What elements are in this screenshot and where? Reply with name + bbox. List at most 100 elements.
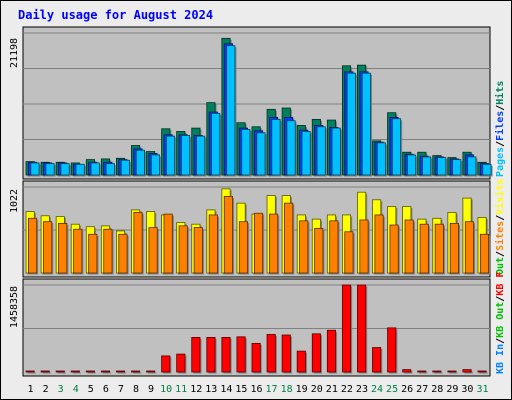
legend: Pages/Files/Hits [494, 81, 506, 177]
bar-sites [208, 214, 218, 274]
bar-kb-f [85, 370, 95, 373]
bar-pages [150, 154, 161, 176]
bar-kb-f [417, 370, 427, 373]
bar-pages [105, 163, 115, 176]
bar-shadow [57, 372, 66, 374]
legend-entry: Hits [494, 81, 506, 105]
x-tick-label: 14 [220, 384, 232, 395]
bar-kb-f [191, 336, 201, 373]
bar-shadow [87, 372, 97, 374]
bar-sites [479, 233, 490, 274]
x-tick-label: 5 [88, 384, 94, 395]
bar-pages [75, 163, 85, 176]
x-tick-label: 16 [250, 384, 262, 395]
bar-sites [238, 221, 249, 274]
bar-shadow [27, 372, 36, 374]
bar-kb-f [341, 284, 352, 373]
x-tick-label: 26 [401, 384, 413, 395]
x-tick-label: 11 [175, 384, 187, 395]
y-max-label: 21198 [9, 38, 20, 68]
x-tick-label: 23 [356, 384, 368, 395]
bar-pages [376, 142, 386, 176]
bar-sites [374, 214, 384, 274]
x-tick-label: 15 [235, 384, 247, 395]
bar-pages [286, 120, 296, 176]
bar-sites [58, 222, 68, 274]
bar-kb-f [146, 370, 156, 373]
legend-entry: / [495, 141, 506, 147]
bar-pages [467, 156, 477, 176]
bar-sites [314, 228, 324, 274]
bar-pages [60, 163, 70, 176]
bar-sites [464, 221, 474, 274]
bar-kb-f [402, 369, 412, 373]
x-tick-label: 7 [118, 384, 124, 395]
bar-sites [329, 220, 339, 274]
x-tick-label: 28 [431, 384, 443, 395]
panel-3: 1458358 KB In/KB Out/KB F [9, 272, 506, 377]
bar-kb-f [326, 329, 336, 373]
x-tick-label: 31 [476, 384, 488, 395]
bar-kb-f [55, 370, 65, 373]
bar-kb-f [236, 336, 246, 373]
x-tick-label: 4 [73, 384, 79, 395]
bar-kb-f [266, 334, 276, 373]
bar-kb-f [432, 370, 442, 373]
bar-pages [407, 154, 417, 176]
x-tick-label: 24 [371, 384, 383, 395]
bar-pages [391, 118, 402, 176]
legend-entry: Out [495, 257, 506, 275]
legend-entry: KB F [495, 272, 506, 296]
bar-kb-f [100, 370, 111, 373]
bar-sites [389, 224, 399, 274]
bar-sites [118, 233, 128, 274]
x-tick-label: 1 [28, 384, 34, 395]
x-tick-label: 25 [386, 384, 398, 395]
bar-shadow [449, 372, 458, 374]
x-tick-label: 3 [58, 384, 64, 395]
bar-sites [344, 231, 354, 274]
bar-sites [359, 219, 369, 274]
bar-sites [299, 220, 309, 274]
bar-kb-f [161, 355, 171, 373]
bar-kb-f [131, 370, 141, 373]
bar-pages [437, 157, 447, 176]
bar-sites [449, 222, 459, 274]
bar-kb-f [477, 370, 487, 373]
legend-entry: Files [494, 111, 506, 141]
bar-pages [301, 131, 311, 176]
bar-kb-f [281, 334, 291, 373]
chart-title: Daily usage for August 2024 [18, 8, 213, 22]
x-tick-label: 30 [461, 384, 473, 395]
bar-kb-f [176, 353, 186, 373]
bar-shadow [148, 372, 157, 374]
bar-kb-f [387, 327, 397, 373]
bar-pages [241, 129, 251, 176]
bar-pages [271, 119, 281, 176]
bar-kb-f [221, 336, 231, 373]
y-max-label: 1022 [9, 189, 20, 213]
bar-shadow [117, 372, 127, 374]
chart-panels: 21198Pages/Files/Hits1022Out/Sites/Visit… [9, 26, 506, 377]
x-tick-label: 8 [133, 384, 139, 395]
bar-shadow [102, 372, 112, 374]
y-max-label: 1458358 [9, 286, 20, 328]
bar-shadow [419, 372, 428, 374]
bar-kb-f [40, 370, 50, 373]
bar-pages [316, 126, 326, 176]
bar-pages [196, 135, 206, 176]
bar-pages [30, 162, 40, 176]
x-tick-label: 19 [296, 384, 308, 395]
bar-sites [404, 219, 414, 274]
bar-pages [181, 135, 191, 176]
bar-pages [211, 112, 221, 176]
bar-sites [419, 223, 429, 274]
bar-pages [331, 127, 341, 176]
bar-shadow [132, 372, 142, 374]
legend: KB In/KB Out/KB F [495, 272, 506, 374]
bar-pages [482, 163, 492, 176]
bar-kb-f [70, 370, 80, 373]
bar-sites [253, 212, 264, 274]
